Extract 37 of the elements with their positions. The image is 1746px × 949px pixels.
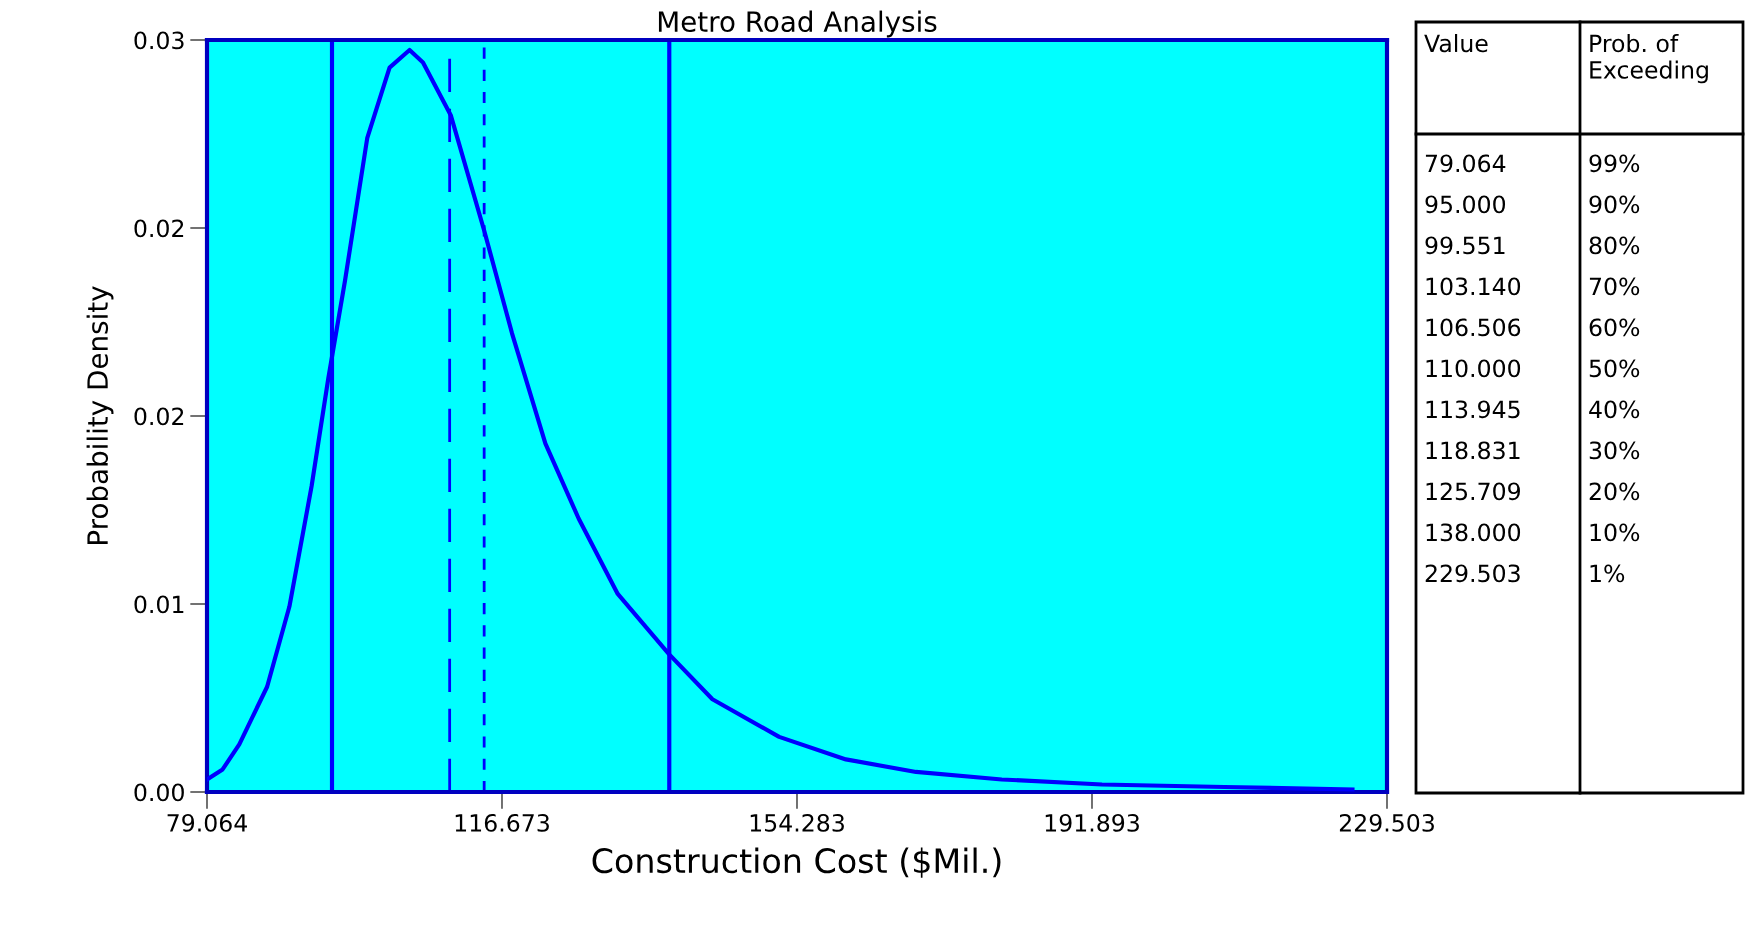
text: 99.551 <box>1425 236 1505 255</box>
text: 90% <box>1589 195 1640 214</box>
text: 20% <box>1589 482 1640 501</box>
text: 125.709 <box>1426 482 1520 501</box>
y-tick-label: 0.03 <box>134 31 184 50</box>
text: 60% <box>1589 318 1640 337</box>
text: 95.000 <box>1425 195 1506 214</box>
text: 99% <box>1589 154 1640 173</box>
text: 80% <box>1589 236 1640 255</box>
x-tick-label: 116.673 <box>455 813 549 832</box>
y-tick-label: 0.00 <box>134 783 184 802</box>
text: 30% <box>1589 441 1640 460</box>
text: 79.064 <box>1425 154 1506 173</box>
chart-title: Metro Road Analysis <box>658 10 937 38</box>
y-tick-label: 0.02 <box>134 219 184 238</box>
text: 40% <box>1589 400 1640 419</box>
text: 113.945 <box>1426 400 1520 419</box>
text: Prob. of Exceeding <box>1590 34 1708 84</box>
text: 110.000 <box>1426 359 1521 378</box>
text: 1% <box>1590 564 1625 583</box>
y-tick-label: 0.01 <box>134 595 184 614</box>
text: 10% <box>1590 523 1640 542</box>
y-axis-title: Probability Density <box>86 286 114 544</box>
text: 138.000 <box>1426 523 1521 542</box>
text: 103.140 <box>1426 277 1521 296</box>
text: Value <box>1424 34 1488 53</box>
x-tick-label: 191.893 <box>1045 813 1139 832</box>
x-tick-label: 154.283 <box>750 813 844 832</box>
x-tick-label: 229.503 <box>1339 813 1434 832</box>
text: 106.506 <box>1426 318 1521 337</box>
y-tick-label: 0.02 <box>134 407 184 426</box>
text: 229.503 <box>1425 564 1520 583</box>
text: 50% <box>1589 359 1640 378</box>
x-axis-title: Construction Cost ($Mil.) <box>592 847 1001 878</box>
x-tick-label: 79.064 <box>167 813 247 832</box>
text: 70% <box>1589 277 1640 296</box>
text: 118.831 <box>1426 441 1520 460</box>
